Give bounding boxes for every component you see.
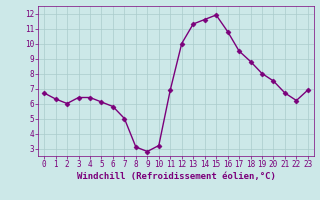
X-axis label: Windchill (Refroidissement éolien,°C): Windchill (Refroidissement éolien,°C) — [76, 172, 276, 181]
